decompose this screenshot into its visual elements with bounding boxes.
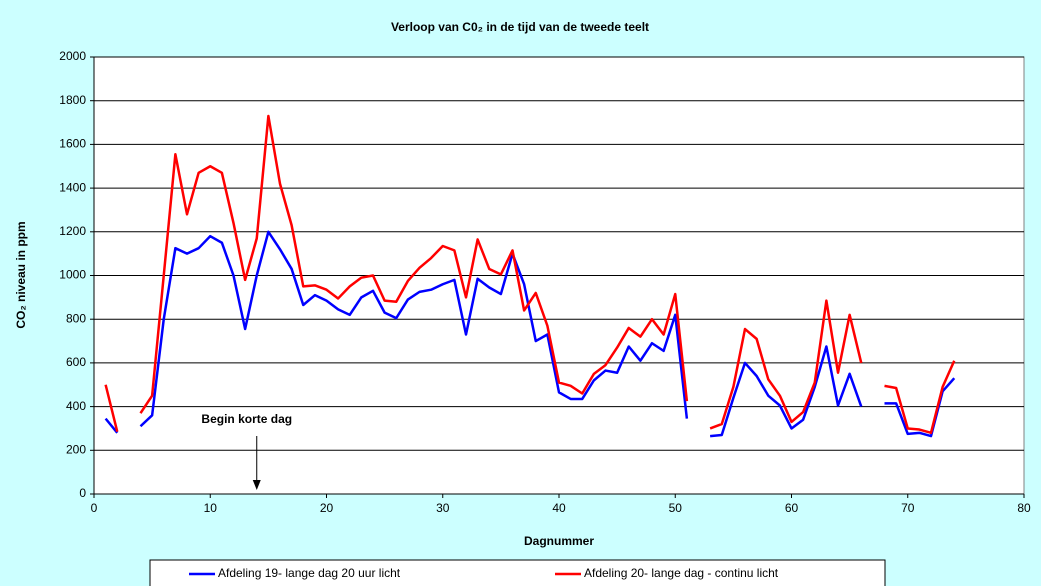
y-tick-label: 400: [66, 399, 86, 413]
legend-label: Afdeling 20- lange dag - continu licht: [584, 566, 779, 580]
x-tick-label: 50: [669, 501, 683, 515]
x-tick-label: 80: [1017, 501, 1031, 515]
y-tick-label: 2000: [59, 49, 86, 63]
y-axis-label: CO₂ niveau in ppm: [14, 221, 28, 328]
legend-label: Afdeling 19- lange dag 20 uur licht: [218, 566, 401, 580]
x-tick-label: 70: [901, 501, 915, 515]
y-tick-label: 1800: [59, 93, 86, 107]
y-tick-label: 1000: [59, 268, 86, 282]
annotation-text: Begin korte dag: [201, 412, 292, 426]
y-tick-label: 200: [66, 442, 86, 456]
x-tick-label: 60: [785, 501, 799, 515]
data-line: [104, 114, 956, 435]
annotation-arrowhead: [252, 480, 261, 490]
x-tick-label: 40: [552, 501, 566, 515]
x-tick-label: 10: [204, 501, 218, 515]
y-tick-label: 800: [66, 311, 86, 325]
x-tick-label: 20: [320, 501, 334, 515]
legend: [149, 559, 886, 586]
data-line: [104, 230, 956, 438]
y-tick-label: 1200: [59, 224, 86, 238]
y-tick-label: 600: [66, 355, 86, 369]
x-axis-label: Dagnummer: [524, 534, 594, 548]
y-tick-label: 1400: [59, 180, 86, 194]
x-tick-label: 30: [436, 501, 450, 515]
chart-title: Verloop van C0₂ in de tijd van de tweede…: [391, 20, 649, 34]
y-tick-label: 0: [79, 486, 86, 500]
y-tick-label: 1600: [59, 137, 86, 151]
x-tick-label: 0: [91, 501, 98, 515]
